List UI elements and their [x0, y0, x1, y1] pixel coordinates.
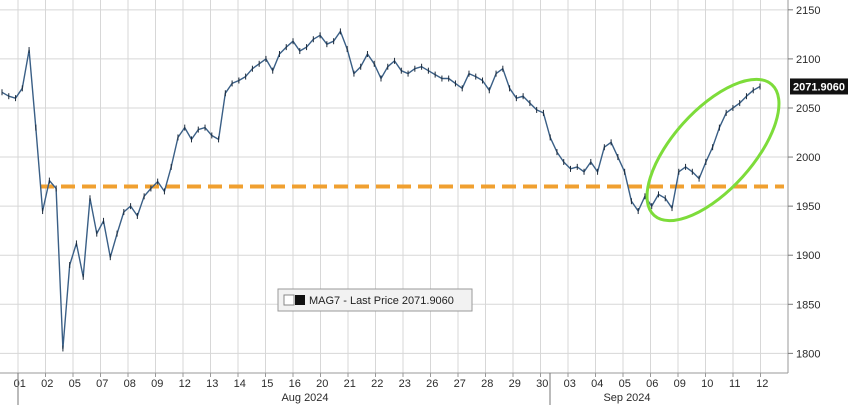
- x-axis: 01 02 05 07 08 09 12 13 14 15 16 20 21 22 23 26 27 28 29 30…: [0, 372, 788, 405]
- y-tick-label: 2000: [796, 152, 820, 164]
- y-axis: 1800 1850 1900 1950 2000 2050 2100 2150 2071.906…: [787, 0, 848, 373]
- x-tick-label: 14: [234, 378, 246, 390]
- y-tick-label: 2050: [796, 103, 820, 115]
- x-tick-label: 02: [41, 378, 53, 390]
- y-tick-label: 1850: [796, 299, 820, 311]
- x-tick-label: 05: [619, 378, 631, 390]
- x-tick-label: 08: [124, 378, 136, 390]
- x-tick-label: 20: [316, 378, 328, 390]
- highlight-ellipse-group: [645, 77, 781, 223]
- month-label-sep: Sep 2024: [603, 392, 650, 404]
- x-tick-label: 03: [564, 378, 576, 390]
- x-tick-label: 11: [729, 378, 740, 390]
- price-series: [1, 28, 761, 352]
- x-tick-label: 29: [509, 378, 521, 390]
- x-tick-label: 21: [344, 378, 356, 390]
- x-tick-label: 15: [261, 378, 273, 390]
- x-tick-label: 26: [426, 378, 438, 390]
- x-tick-label: 01: [14, 378, 26, 390]
- x-tick-label: 04: [591, 378, 603, 390]
- x-tick-label: 07: [96, 378, 108, 390]
- x-tick-label: 22: [371, 378, 383, 390]
- x-tick-label: 05: [69, 378, 81, 390]
- month-label-aug: Aug 2024: [281, 392, 328, 404]
- legend-box: [277, 288, 473, 312]
- highlight-ellipse: [645, 77, 781, 223]
- x-tick-label: 12: [756, 378, 768, 390]
- legend-label: MAG7 - Last Price 2071.9060: [309, 295, 454, 307]
- x-tick-label: 12: [179, 378, 191, 390]
- x-tick-label: 09: [151, 378, 163, 390]
- legend: MAG7 - Last Price 2071.9060: [277, 288, 473, 312]
- x-tick-label: 27: [454, 378, 466, 390]
- x-tick-label: 16: [289, 378, 301, 390]
- x-tick-label: 10: [701, 378, 713, 390]
- x-tick-label: 28: [481, 378, 493, 390]
- y-tick-label: 2100: [796, 54, 820, 66]
- y-tick-label: 1800: [796, 348, 820, 360]
- y-tick-label: 1950: [796, 201, 820, 213]
- last-price-label: 2071.9060: [793, 81, 845, 93]
- y-tick-label: 1900: [796, 250, 820, 262]
- x-tick-label: 06: [646, 378, 658, 390]
- x-tick-label: 13: [206, 378, 218, 390]
- y-tick-label: 2150: [796, 5, 820, 17]
- x-tick-label: 23: [399, 378, 411, 390]
- legend-swatch: [295, 295, 305, 305]
- last-price-box: [790, 78, 848, 95]
- legend-swatch-outline: [283, 294, 295, 306]
- x-tick-label: 30: [536, 378, 548, 390]
- x-tick-label: 09: [674, 378, 686, 390]
